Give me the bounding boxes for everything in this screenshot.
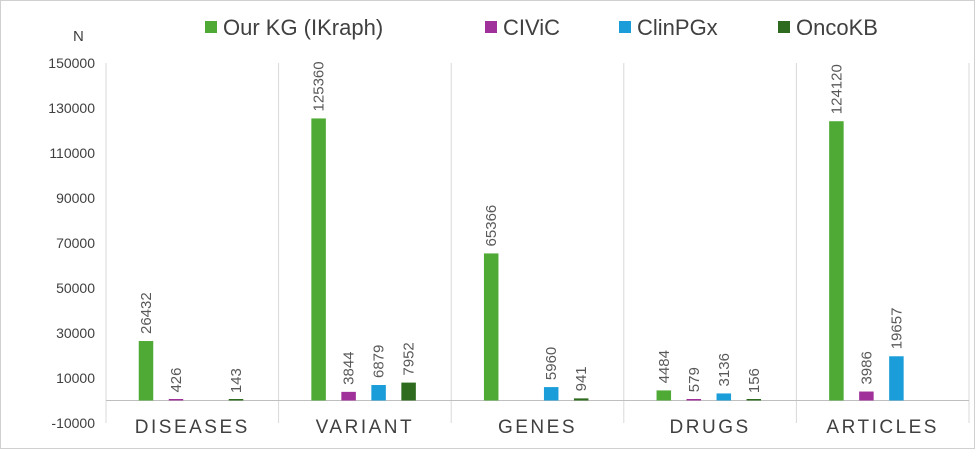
data-label-clinpgx-genes: 5960 xyxy=(543,347,560,380)
data-label-civic-variant: 3844 xyxy=(341,351,358,384)
bar-our-kg-ikraph-genes xyxy=(483,253,499,401)
data-label-clinpgx-drugs: 3136 xyxy=(716,353,733,386)
bar-oncokb-drugs xyxy=(746,399,762,401)
data-label-oncokb-genes: 941 xyxy=(573,366,590,391)
bar-clinpgx-drugs xyxy=(716,393,732,401)
bar-civic-articles xyxy=(859,391,874,401)
data-label-clinpgx-articles: 19657 xyxy=(888,308,905,350)
bar-civic-variant xyxy=(341,391,356,401)
bar-clinpgx-genes xyxy=(543,387,559,401)
y-tick-label: 130000 xyxy=(48,100,95,116)
y-tick-label: 90000 xyxy=(56,190,95,206)
legend-swatch-our-kg-ikraph xyxy=(205,21,217,33)
bar-our-kg-ikraph-drugs xyxy=(656,390,672,401)
y-tick-label: -10000 xyxy=(51,415,95,431)
category-label-diseases: DISEASES xyxy=(135,417,250,438)
data-label-oncokb-diseases: 143 xyxy=(228,368,245,393)
data-label-civic-diseases: 426 xyxy=(168,368,185,393)
y-tick-label: 70000 xyxy=(56,235,95,251)
y-axis-label: N xyxy=(73,28,84,45)
data-label-our-kg-ikraph-drugs: 4484 xyxy=(656,350,673,383)
chart-legend: Our KG (IKraph) CIViC ClinPGx OncoKB xyxy=(205,15,878,40)
y-tick-label: 110000 xyxy=(49,145,95,161)
bar-clinpgx-articles xyxy=(889,356,904,401)
y-tick-label: 10000 xyxy=(56,370,95,386)
data-label-civic-articles: 3986 xyxy=(858,351,875,384)
category-labels: DISEASES VARIANT GENES DRUGS ARTICLES xyxy=(135,417,939,438)
bar-clinpgx-variant xyxy=(371,385,386,401)
y-tick-label: 150000 xyxy=(48,55,95,71)
gridlines xyxy=(105,63,970,423)
bar-oncokb-diseases xyxy=(228,399,244,401)
data-label-civic-drugs: 579 xyxy=(686,367,703,392)
legend-swatch-clinpgx xyxy=(619,21,631,33)
bar-our-kg-ikraph-articles xyxy=(829,121,844,401)
bar-civic-drugs xyxy=(686,399,702,401)
legend-swatch-civic xyxy=(485,21,497,33)
category-label-drugs: DRUGS xyxy=(670,417,751,438)
y-tick-label: 30000 xyxy=(56,325,95,341)
bar-civic-diseases xyxy=(168,399,184,401)
legend-label-clinpgx: ClinPGx xyxy=(637,15,718,40)
bar-oncokb-genes xyxy=(573,398,589,401)
y-tick-label: 50000 xyxy=(56,280,95,296)
data-label-our-kg-ikraph-diseases: 26432 xyxy=(138,292,155,334)
bars xyxy=(138,118,904,401)
data-label-oncokb-variant: 7952 xyxy=(401,342,418,375)
data-label-clinpgx-variant: 6879 xyxy=(371,345,388,378)
bar-our-kg-ikraph-variant xyxy=(311,118,326,401)
legend-label-civic: CIViC xyxy=(503,15,560,40)
data-label-oncokb-drugs: 156 xyxy=(746,368,763,393)
data-label-our-kg-ikraph-articles: 124120 xyxy=(828,64,845,114)
y-axis-ticks: -10000 10000 30000 50000 70000 90000 110000 130… xyxy=(48,55,95,431)
bar-oncokb-variant xyxy=(401,382,416,401)
legend-label-our-kg-ikraph: Our KG (IKraph) xyxy=(223,15,383,40)
category-label-articles: ARTICLES xyxy=(826,417,939,438)
category-label-genes: GENES xyxy=(498,417,577,438)
data-label-our-kg-ikraph-variant: 125360 xyxy=(311,61,328,111)
bar-our-kg-ikraph-diseases xyxy=(138,341,154,401)
legend-label-oncokb: OncoKB xyxy=(796,15,878,40)
category-label-variant: VARIANT xyxy=(316,417,414,438)
data-label-our-kg-ikraph-genes: 65366 xyxy=(483,205,500,247)
data-labels: 26432 426 143 125360 3844 6879 7952 65366 5960 94… xyxy=(138,61,905,393)
legend-swatch-oncokb xyxy=(778,21,790,33)
